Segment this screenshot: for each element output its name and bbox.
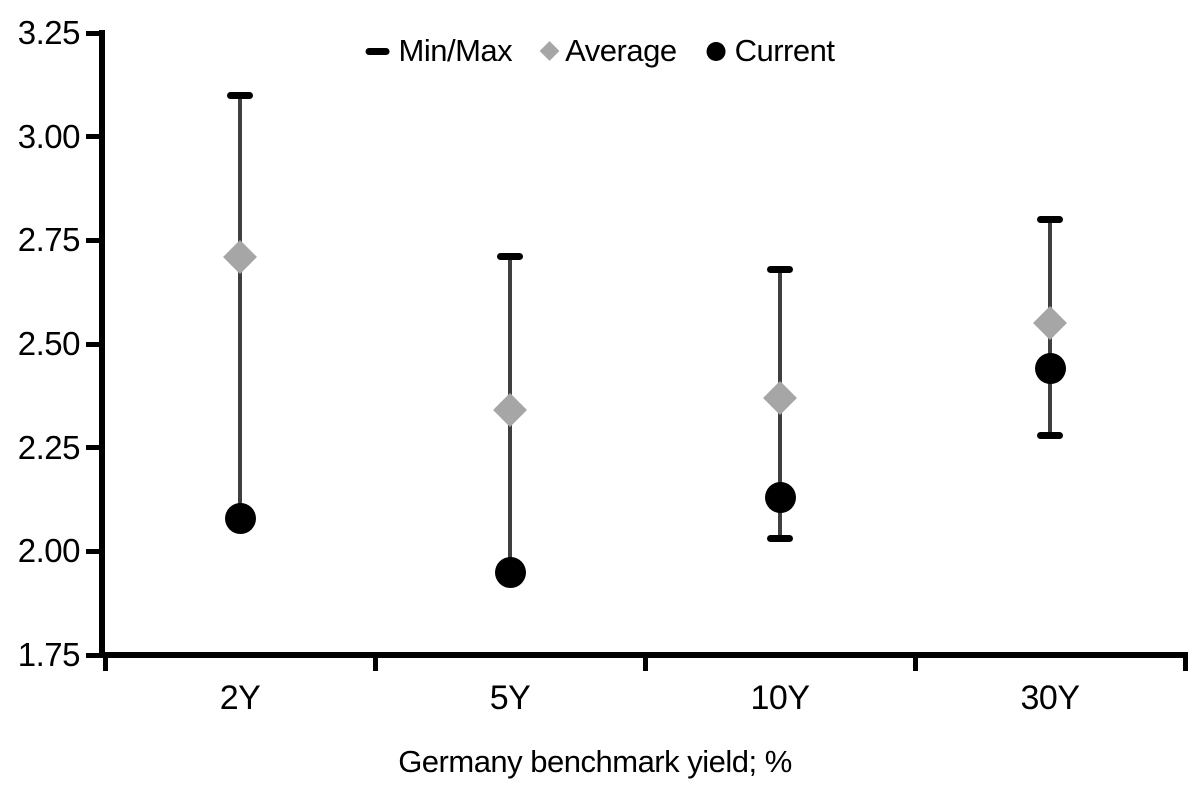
y-tick-label: 2.25 xyxy=(17,428,81,466)
max-cap xyxy=(497,253,523,261)
x-tick xyxy=(912,658,918,671)
x-category-label: 5Y xyxy=(489,679,531,717)
max-cap xyxy=(767,265,793,273)
average-marker xyxy=(763,380,797,415)
min-cap xyxy=(767,535,793,543)
x-tick xyxy=(372,658,378,671)
minmax-dash-icon xyxy=(365,47,390,55)
legend-label-minmax: Min/Max xyxy=(398,33,513,68)
average-marker xyxy=(1033,306,1067,341)
x-axis xyxy=(99,652,1188,658)
current-marker xyxy=(764,481,796,513)
x-tick xyxy=(1182,658,1188,671)
x-tick xyxy=(102,658,108,671)
x-tick xyxy=(642,658,648,671)
y-tick xyxy=(86,652,99,658)
x-category-label: 30Y xyxy=(1020,679,1081,717)
average-marker xyxy=(493,393,527,428)
average-marker xyxy=(223,239,257,274)
current-marker xyxy=(1034,353,1066,385)
y-tick-label: 3.00 xyxy=(17,117,81,155)
y-axis xyxy=(99,30,105,658)
min-cap xyxy=(1037,431,1063,439)
y-tick-label: 2.50 xyxy=(17,325,81,362)
y-tick-label: 1.75 xyxy=(17,636,81,673)
max-cap xyxy=(227,91,253,99)
y-tick-label: 2.00 xyxy=(17,532,81,570)
y-tick xyxy=(86,341,99,347)
x-category-label: 10Y xyxy=(750,679,811,717)
legend-item-current: Current xyxy=(706,33,835,69)
current-marker xyxy=(494,556,526,588)
legend-label-current: Current xyxy=(734,33,835,68)
x-axis-title: Germany benchmark yield; % xyxy=(398,744,792,779)
legend: Min/Max Average Current xyxy=(365,33,835,69)
current-circle-icon xyxy=(706,41,726,61)
x-category-label: 2Y xyxy=(219,679,261,717)
y-tick xyxy=(86,134,99,140)
range-bar xyxy=(238,95,242,519)
y-tick xyxy=(86,445,99,451)
average-diamond-icon xyxy=(539,41,560,61)
legend-item-average: Average xyxy=(539,33,677,69)
legend-item-minmax: Min/Max xyxy=(365,33,513,69)
y-tick-label: 3.25 xyxy=(17,14,81,51)
y-tick xyxy=(86,30,99,36)
y-tick xyxy=(86,237,99,243)
legend-label-average: Average xyxy=(565,33,677,68)
y-tick-label: 2.75 xyxy=(17,221,81,259)
y-tick xyxy=(86,548,99,554)
max-cap xyxy=(1037,216,1063,224)
current-marker xyxy=(224,502,256,534)
